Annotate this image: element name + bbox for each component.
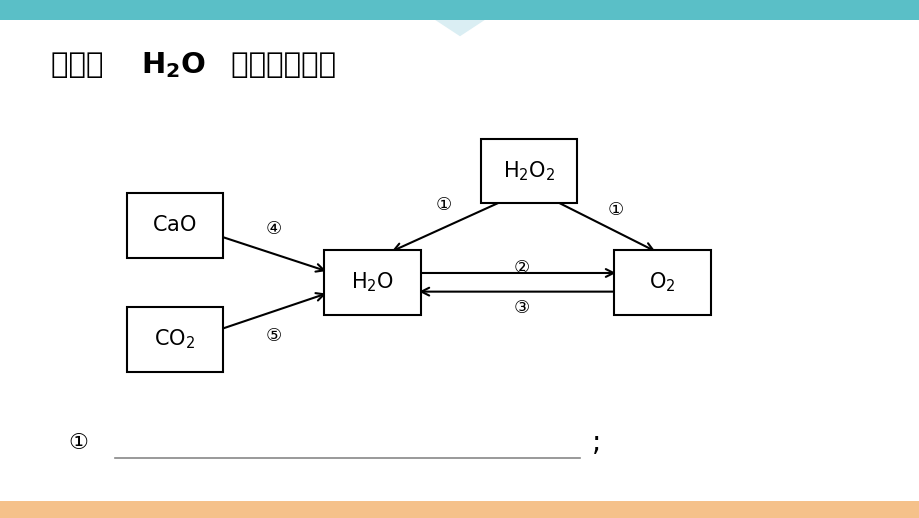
FancyBboxPatch shape [0, 501, 919, 518]
FancyBboxPatch shape [127, 307, 223, 372]
FancyBboxPatch shape [127, 193, 223, 258]
FancyBboxPatch shape [324, 250, 421, 314]
Text: ②: ② [513, 260, 529, 277]
Text: ④: ④ [266, 220, 282, 238]
Text: ;: ; [591, 429, 600, 457]
Text: $\mathrm{H_2O}$: $\mathrm{H_2O}$ [351, 270, 393, 294]
FancyBboxPatch shape [0, 0, 919, 20]
Text: ①: ① [68, 433, 88, 453]
Text: ①: ① [435, 196, 451, 213]
Text: $\mathrm{H_2O_2}$: $\mathrm{H_2O_2}$ [503, 159, 554, 183]
Text: 一、以: 一、以 [51, 51, 113, 79]
Text: $\mathbf{H_2O}$: $\mathbf{H_2O}$ [141, 50, 206, 80]
Polygon shape [404, 0, 515, 36]
Text: 为中心的转化: 为中心的转化 [221, 51, 335, 79]
Text: $\mathrm{CaO}$: $\mathrm{CaO}$ [153, 215, 197, 235]
Text: ①: ① [607, 201, 623, 219]
Text: ③: ③ [513, 299, 529, 317]
FancyBboxPatch shape [614, 250, 710, 314]
Text: ⑤: ⑤ [266, 327, 282, 344]
FancyBboxPatch shape [481, 138, 577, 203]
Text: $\mathrm{O_2}$: $\mathrm{O_2}$ [649, 270, 675, 294]
Text: $\mathrm{CO_2}$: $\mathrm{CO_2}$ [154, 327, 195, 351]
